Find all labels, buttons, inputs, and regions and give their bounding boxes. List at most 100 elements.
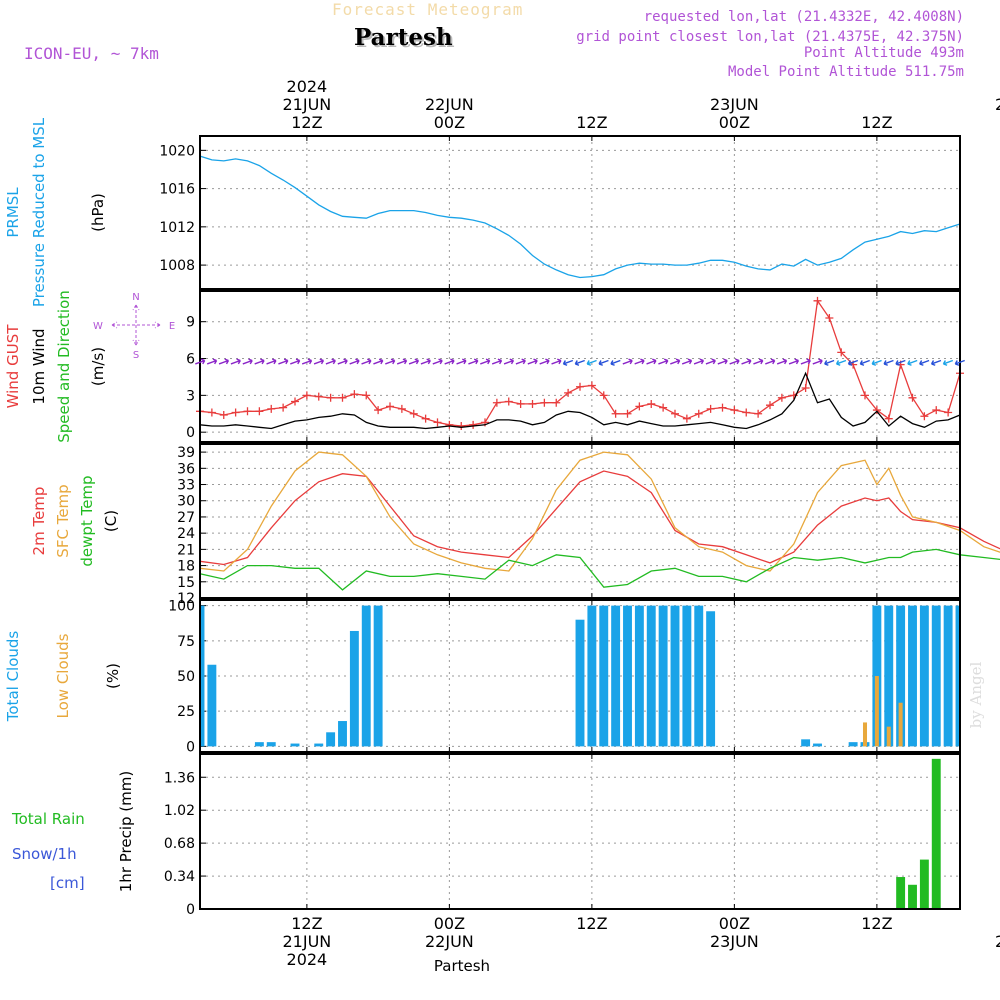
gust-marker <box>611 409 620 418</box>
precip-panel: 0 0.34 0.68 1.02 1.36 1hr Precip (mm) Total Ra… <box>11 753 961 918</box>
y-axis-label: (m/s) <box>89 347 107 386</box>
wind-arrow-shape <box>835 359 847 366</box>
y-tick-label: 24 <box>177 526 195 542</box>
wind-arrow-shape <box>598 359 609 366</box>
y-axis-label: 10m Wind <box>30 328 48 404</box>
y-tick-label: 27 <box>177 510 195 526</box>
y-tick-label: 21 <box>177 542 195 558</box>
wind-arrow-shape <box>491 358 503 365</box>
wind-direction-arrow <box>586 359 597 366</box>
wind-direction-arrow <box>278 358 289 365</box>
wind-direction-arrow <box>859 359 870 366</box>
wind-arrow-shape <box>562 359 574 366</box>
wind-arrow-shape <box>313 358 325 365</box>
wind-arrow-shape <box>373 358 384 365</box>
y-axis-label: PRMSL <box>4 187 22 238</box>
y-tick-label: 1008 <box>159 258 195 274</box>
wind-direction-arrow <box>753 358 764 365</box>
gust-marker <box>326 393 335 402</box>
precip-bar <box>919 859 929 909</box>
wind-arrow-shape <box>515 358 526 365</box>
gust-marker <box>908 393 917 402</box>
wind-direction-arrow <box>788 358 800 365</box>
y-tick-label: 18 <box>177 559 195 575</box>
gust-marker <box>682 414 691 423</box>
clouds-bar <box>646 605 656 747</box>
y-tick-label: 75 <box>177 634 195 650</box>
wind-arrow-shape <box>349 358 360 365</box>
precip-bar <box>896 877 906 909</box>
gust-marker <box>813 296 822 305</box>
wind-arrow-shape <box>847 359 859 366</box>
y-tick-label: 0 <box>186 739 195 755</box>
wind-arrow-shape <box>337 358 348 365</box>
wind-arrow-shape <box>480 358 491 365</box>
wind-direction-arrow <box>290 358 301 365</box>
forecast-meteogram-title: Forecast Meteogram <box>332 0 524 19</box>
model-label: ICON-EU, ~ 7km <box>24 44 159 63</box>
wind-arrow-shape <box>788 358 800 365</box>
y-axis-label: (C) <box>102 510 120 532</box>
clouds-bar <box>207 664 217 747</box>
bottom-time-label: 21JUN <box>282 932 331 951</box>
gust-marker <box>837 348 846 357</box>
wind-direction-arrow <box>598 359 609 366</box>
wind-direction-arrow <box>468 358 479 365</box>
wind-arrow-shape <box>919 359 930 366</box>
top-time-label: 12Z <box>861 113 892 132</box>
wind-direction-arrow <box>313 358 325 365</box>
clouds-bar <box>338 721 347 747</box>
wind-direction-arrow <box>456 358 467 365</box>
wind-arrow-shape <box>586 359 597 366</box>
gust-marker <box>801 383 810 392</box>
y-axis-label: Wind GUST <box>4 324 22 409</box>
wind-arrow-shape <box>729 358 740 365</box>
y-tick-label: 0.68 <box>164 836 195 852</box>
wind-arrow-shape <box>527 358 538 365</box>
wind-direction-arrow <box>693 358 705 365</box>
gust-marker <box>766 401 774 410</box>
wind-arrow-shape <box>871 359 882 366</box>
top-time-label: 24JUN <box>995 95 1000 114</box>
wind-direction-arrow <box>301 358 313 365</box>
gust-marker <box>944 408 953 417</box>
wind-arrow-shape <box>266 358 277 365</box>
wind-direction-arrow <box>373 358 384 365</box>
wind-arrow-shape <box>301 358 313 365</box>
wind-direction-arrow <box>907 359 918 366</box>
bottom-time-label: 12Z <box>861 914 892 933</box>
wind-direction-arrow <box>218 358 230 365</box>
gust-marker <box>409 409 418 418</box>
clouds-bar <box>848 742 858 747</box>
wind-direction-arrow <box>266 358 277 365</box>
wind-direction-arrow <box>539 358 550 365</box>
gust-marker <box>825 314 834 323</box>
top-time-label: 12Z <box>576 113 607 132</box>
gust-marker <box>730 406 739 415</box>
credit-watermark: by Angel <box>956 660 996 730</box>
wind-direction-arrow <box>491 358 503 365</box>
wind-direction-arrow <box>610 359 621 366</box>
wind-arrow-shape <box>670 358 681 365</box>
wind-direction-arrow <box>562 359 574 366</box>
y-axis-label: 1hr Precip (mm) <box>117 771 135 892</box>
wind-arrow-shape <box>658 358 669 365</box>
wind-direction-arrow <box>954 359 965 366</box>
gust-marker <box>742 408 751 417</box>
wind-arrow-shape <box>278 358 289 365</box>
wind-direction-arrow <box>396 358 408 365</box>
y-tick-label: 0 <box>186 902 195 918</box>
bottom-time-label: 00Z <box>434 914 465 933</box>
panel-frame <box>199 753 961 910</box>
gust-marker <box>386 402 394 411</box>
y-tick-label: 12 <box>177 591 195 607</box>
gust-marker <box>884 414 893 423</box>
wind-arrow-shape <box>444 358 455 365</box>
y-tick-label: 1020 <box>159 143 195 159</box>
wind-arrow-shape <box>895 359 906 366</box>
y-tick-label: 0.34 <box>164 869 195 885</box>
point-altitude: Point Altitude 493m <box>803 45 964 61</box>
wind-arrow-shape <box>254 358 265 365</box>
bottom-time-label: 00Z <box>719 914 750 933</box>
